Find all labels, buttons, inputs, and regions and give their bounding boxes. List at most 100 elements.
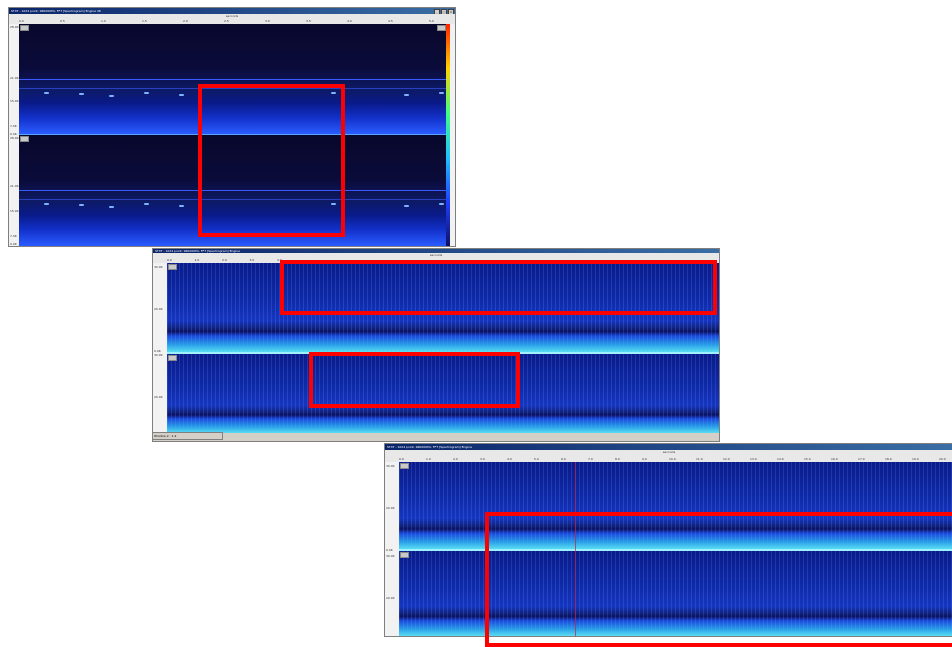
frequency-label: 30.0K — [154, 353, 163, 357]
harmonic-line — [19, 79, 446, 80]
minimized-window-item[interactable]: Window 2 - 1.2 — [152, 432, 223, 440]
channel-tag[interactable] — [20, 25, 29, 31]
frequency-gutter-3: 30.0K 20.0K 0.0K 30.0K 20.0K — [385, 462, 399, 636]
time-tick-label: 2.0 — [183, 19, 188, 23]
frequency-label: 0.0K — [10, 242, 17, 246]
time-tick-label: 19.0 — [912, 457, 919, 461]
frequency-label: 30.0K — [154, 265, 163, 269]
time-axis-label-2: seconds — [429, 253, 443, 257]
signal-blob — [44, 92, 49, 94]
time-tick-label: 1.0 — [101, 19, 106, 23]
channel-tag[interactable] — [168, 355, 177, 361]
frequency-label: 20.0K — [154, 395, 163, 399]
time-tick-label: 16.0 — [831, 457, 838, 461]
time-tick-label: 4.0 — [507, 457, 512, 461]
signal-blob — [109, 206, 114, 208]
harmonic-line — [19, 199, 446, 200]
time-ruler-1: seconds 0.0 0.5 1.0 1.5 2.0 2.5 3.0 3.5 4.0 4.5 5.… — [9, 14, 455, 24]
channel-divider — [399, 549, 952, 551]
time-tick-label: 4.5 — [388, 19, 393, 23]
time-tick-label: 6.0 — [561, 457, 566, 461]
channel-tag[interactable] — [20, 136, 29, 142]
spectrogram-channel-2b[interactable] — [167, 354, 719, 433]
time-tick-label: 14.0 — [777, 457, 784, 461]
time-tick-label: 2.5 — [224, 19, 229, 23]
frequency-label: 20.0K — [386, 596, 395, 600]
frequency-label: 20.0K — [386, 506, 395, 510]
time-tick-label: 4.0 — [347, 19, 352, 23]
time-tick-label: 0.0 — [19, 19, 24, 23]
signal-blob — [331, 92, 336, 94]
time-tick-label: 12.0 — [723, 457, 730, 461]
color-scale-gutter — [450, 24, 455, 246]
time-tick-label: 10.0 — [669, 457, 676, 461]
spectrogram-channel-3b[interactable] — [399, 551, 952, 636]
channel-tag[interactable] — [168, 264, 177, 270]
frequency-label: 21.0K — [10, 184, 19, 188]
playback-cursor[interactable] — [575, 462, 576, 636]
time-tick-label: 13.0 — [750, 457, 757, 461]
spectrogram-window-1[interactable]: ST4T - 1024 point, 960000Hz, FFT [Spectr… — [8, 7, 456, 247]
frequency-label: 0.0K — [386, 548, 393, 552]
spectrogram-channel-3a[interactable] — [399, 462, 952, 549]
minimized-window-label: Window 2 - 1.2 — [154, 434, 177, 438]
spectrogram-channel-1a[interactable] — [19, 24, 446, 134]
time-tick-label: 7.0 — [588, 457, 593, 461]
spectrogram-window-2[interactable]: ST4T - 1024 point, 960000Hz, FFT [Spectr… — [152, 248, 720, 442]
time-ruler-3: seconds 0.0 1.0 2.0 3.0 4.0 5.0 6.0 7.0 8.0 9.0 10… — [385, 450, 952, 462]
time-tick-label: 0.0 — [399, 457, 404, 461]
frequency-label: 7.0K — [10, 234, 17, 238]
scale-tag[interactable] — [437, 25, 446, 31]
signal-blob — [79, 204, 84, 206]
time-tick-label: 2.0 — [453, 457, 458, 461]
time-tick-label: 9.0 — [642, 457, 647, 461]
signal-blob — [404, 94, 409, 96]
time-tick-label: 5.0 — [429, 19, 434, 23]
signal-blob — [439, 203, 444, 205]
spectrogram-channel-1b[interactable] — [19, 135, 446, 246]
frequency-label: 0.0K — [10, 132, 17, 136]
time-tick-label: 18.0 — [885, 457, 892, 461]
spectrogram-channel-2a[interactable] — [167, 263, 719, 352]
channel-tag[interactable] — [400, 463, 409, 469]
time-tick-label: 1.0 — [194, 258, 200, 262]
frequency-label: 20.0K — [154, 307, 163, 311]
signal-blob — [439, 92, 444, 94]
signal-blob — [144, 92, 149, 94]
time-tick-label: 3.0 — [265, 19, 270, 23]
time-tick-label: 0.0 — [167, 258, 172, 262]
window-1-titlebar[interactable]: ST4T - 1024 point, 960000Hz, FFT [Spectr… — [9, 8, 455, 14]
harmonic-line — [19, 88, 446, 89]
time-axis-label-1: seconds — [225, 14, 239, 18]
time-tick-label: 1.0 — [426, 457, 431, 461]
signal-blob — [44, 203, 49, 205]
frequency-label: 15.0K — [10, 99, 19, 103]
window-1-title: ST4T - 1024 point, 960000Hz, FFT [Spectr… — [11, 9, 101, 13]
window-3-titlebar[interactable]: ST4T - 1024 point, 960000Hz, FFT [Spectr… — [385, 444, 952, 450]
harmonic-line — [19, 190, 446, 191]
frequency-label: 7.0K — [10, 124, 17, 128]
frequency-label: 30.0K — [386, 554, 395, 558]
signal-blob — [179, 94, 184, 96]
frequency-label: 28.0K — [10, 25, 19, 29]
time-tick-label: 5.0 — [534, 457, 539, 461]
time-tick-label: 3.0 — [480, 457, 485, 461]
frequency-gutter-2: 30.0K 20.0K 0.0K 30.0K 20.0K — [153, 263, 167, 433]
window-3-title: ST4T - 1024 point, 960000Hz, FFT [Spectr… — [387, 445, 472, 449]
spectrogram-window-3[interactable]: ST4T - 1024 point, 960000Hz, FFT [Spectr… — [384, 443, 952, 637]
window-2-title: ST4T - 1024 point, 960000Hz, FFT [Spectr… — [155, 249, 240, 253]
channel-tag[interactable] — [400, 552, 409, 558]
time-tick-label: 11.0 — [696, 457, 703, 461]
color-scale-bar — [446, 24, 450, 246]
frequency-label: 30.0K — [386, 464, 395, 468]
signal-blob — [79, 93, 84, 95]
time-tick-label: 1.5 — [142, 19, 147, 23]
window-2-titlebar[interactable]: ST4T - 1024 point, 960000Hz, FFT [Spectr… — [153, 249, 719, 253]
time-tick-label: 3.5 — [306, 19, 311, 23]
frequency-gutter-1: 28.0K 21.0K 15.0K 7.0K 0.0K 28.0K 21.0K 15.0K 7.… — [9, 24, 19, 246]
time-tick-label: 15.0 — [804, 457, 811, 461]
highlight-box — [485, 512, 952, 647]
frequency-label: 15.0K — [10, 209, 19, 213]
frequency-label: 0.0K — [154, 349, 161, 353]
time-axis-label-3: seconds — [662, 450, 676, 454]
